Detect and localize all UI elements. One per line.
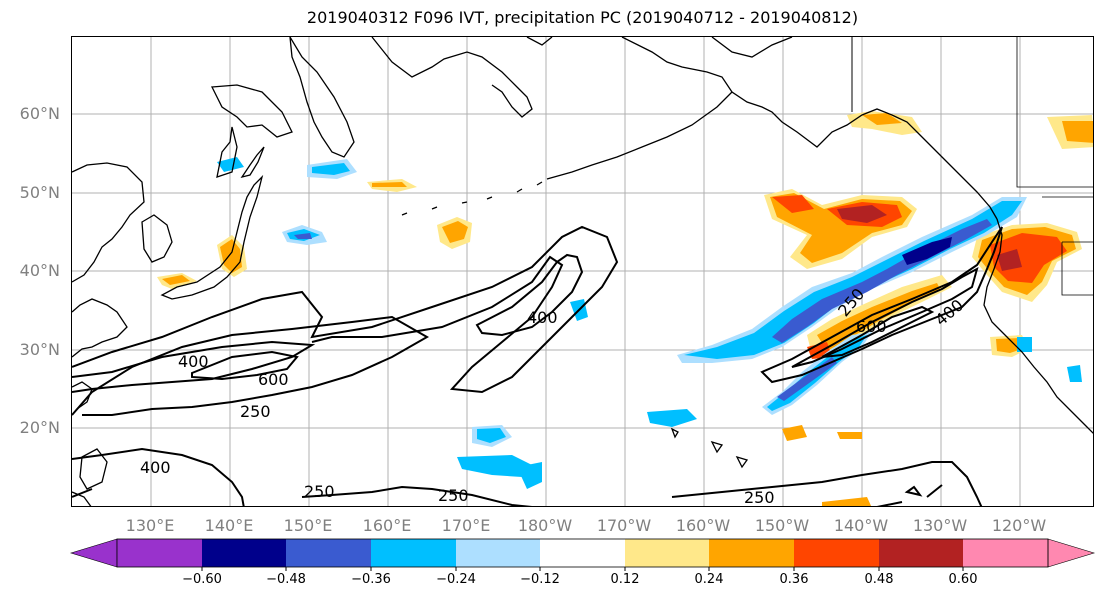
colorbar-bin-9 <box>794 539 879 567</box>
contour-label-400-mid: 400 <box>527 308 558 327</box>
colorbar-bin-7 <box>625 539 709 567</box>
colorbar-tick-label: 0.48 <box>864 572 894 587</box>
coastlines <box>72 37 1093 506</box>
contour-label-600-east: 600 <box>856 317 887 336</box>
colorbar-extend-min <box>69 538 118 568</box>
lat-label-50n: 50°N <box>19 183 60 202</box>
colorbar-tick-label: −0.60 <box>182 572 222 587</box>
ivt-contours <box>72 225 1003 506</box>
colorbar-tick-label: 0.36 <box>779 572 809 587</box>
colorbar-tick-label: −0.24 <box>436 572 476 587</box>
lat-label-60n: 60°N <box>19 104 60 123</box>
contour-label-250-south1: 250 <box>304 482 335 501</box>
map-canvas: 400 600 250 400 400 250 250 250 250 600 … <box>72 37 1093 507</box>
lon-label-140w: 140°W <box>833 516 889 535</box>
contour-label-250-west: 250 <box>240 402 271 421</box>
colorbar-bin-6 <box>540 539 625 567</box>
map-title: 2019040312 F096 IVT, precipitation PC (2… <box>306 8 859 27</box>
colorbar-bin-10 <box>879 539 963 567</box>
colorbar-bin-4 <box>371 539 456 567</box>
colorbar-bin-5 <box>456 539 540 567</box>
contour-label-600-west: 600 <box>258 370 289 389</box>
lon-label-170w: 170°W <box>596 516 652 535</box>
precip-shading <box>157 111 1093 506</box>
lat-label-40n: 40°N <box>19 261 60 280</box>
map-panel: 400 600 250 400 400 250 250 250 250 600 … <box>71 36 1094 507</box>
contour-label-400-west: 400 <box>178 352 209 371</box>
contour-label-400-east: 400 <box>931 295 967 329</box>
lon-label-140e: 140°E <box>204 516 254 535</box>
colorbar-bin-1 <box>117 539 202 567</box>
lon-label-160e: 160°E <box>362 516 412 535</box>
lon-label-130w: 130°W <box>912 516 968 535</box>
lon-label-150e: 150°E <box>283 516 333 535</box>
colorbar-bin-3 <box>286 539 371 567</box>
colorbar-bin-2 <box>202 539 286 567</box>
lon-label-130e: 130°E <box>125 516 175 535</box>
colorbar-tick-label: −0.48 <box>266 572 306 587</box>
colorbar-extend-max <box>1047 538 1096 568</box>
colorbar-tick-label: 0.12 <box>610 572 640 587</box>
lon-label-120w: 120°W <box>991 516 1047 535</box>
contour-label-250-south2: 250 <box>438 486 469 505</box>
colorbar-bin-8 <box>709 539 794 567</box>
colorbar-tick-label: 0.60 <box>948 572 978 587</box>
colorbar-tick-label: −0.12 <box>520 572 560 587</box>
lon-label-150w: 150°W <box>754 516 810 535</box>
colorbar-tick-label: −0.36 <box>351 572 391 587</box>
lon-label-170e: 170°E <box>441 516 491 535</box>
lon-label-180w: 180°W <box>517 516 573 535</box>
lat-label-20n: 20°N <box>19 418 60 437</box>
lon-label-160w: 160°W <box>675 516 731 535</box>
contour-label-400-south: 400 <box>140 458 171 477</box>
contour-label-250-south3: 250 <box>744 488 775 507</box>
colorbar-bin-11 <box>963 539 1048 567</box>
lat-label-30n: 30°N <box>19 340 60 359</box>
colorbar-tick-label: 0.24 <box>694 572 724 587</box>
